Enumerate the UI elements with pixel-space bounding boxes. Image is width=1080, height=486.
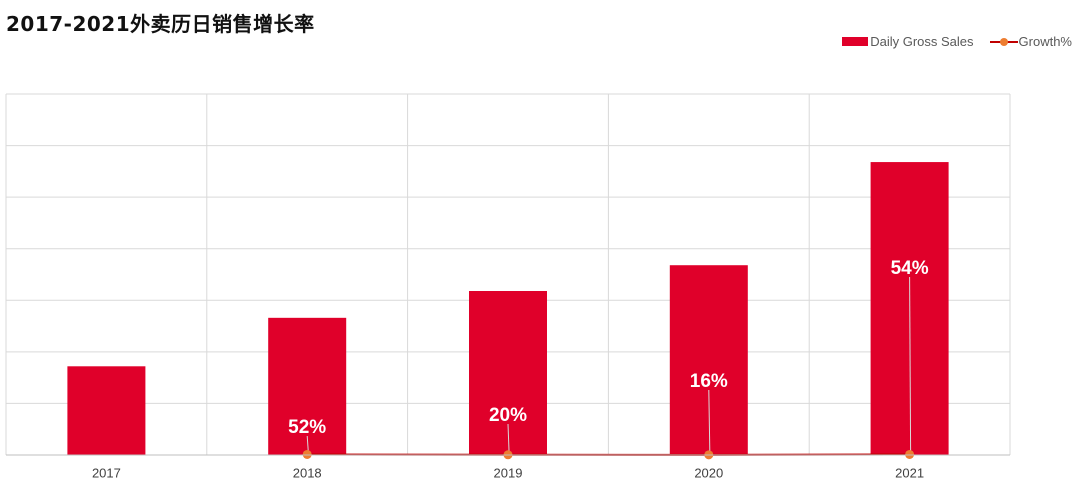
legend-item-sales: Daily Gross Sales: [842, 34, 974, 49]
legend-line-swatch: [989, 37, 1018, 47]
growth-label-2021: 54%: [891, 258, 929, 279]
legend-bar-swatch: [842, 37, 869, 46]
leader-line: [507, 423, 510, 451]
x-tick-label: 2021: [895, 465, 924, 480]
growth-label-2020: 16%: [690, 371, 728, 392]
legend: Daily Gross Sales Growth%: [826, 34, 1072, 49]
growth-marker-2021: [905, 449, 915, 459]
x-tick-label: 2020: [694, 465, 723, 480]
leader-line: [306, 435, 309, 451]
x-tick-label: 2018: [293, 465, 322, 480]
growth-label-2019: 20%: [489, 405, 527, 426]
growth-marker-2018: [302, 449, 312, 459]
bar-2017: [67, 366, 146, 455]
leader-line: [708, 389, 711, 451]
x-tick-label: 2017: [92, 465, 121, 480]
bar-2018: [268, 317, 347, 455]
leader-line: [909, 276, 912, 451]
x-tick-label: 2019: [494, 465, 523, 480]
chart-title: 2017-2021外卖历日销售增长率: [6, 12, 315, 36]
legend-item-growth: Growth%: [989, 34, 1072, 49]
growth-label-2018: 52%: [288, 417, 326, 438]
legend-label-growth: Growth%: [1018, 34, 1072, 49]
legend-label-sales: Daily Gross Sales: [870, 34, 974, 49]
bar-2020: [669, 265, 748, 455]
